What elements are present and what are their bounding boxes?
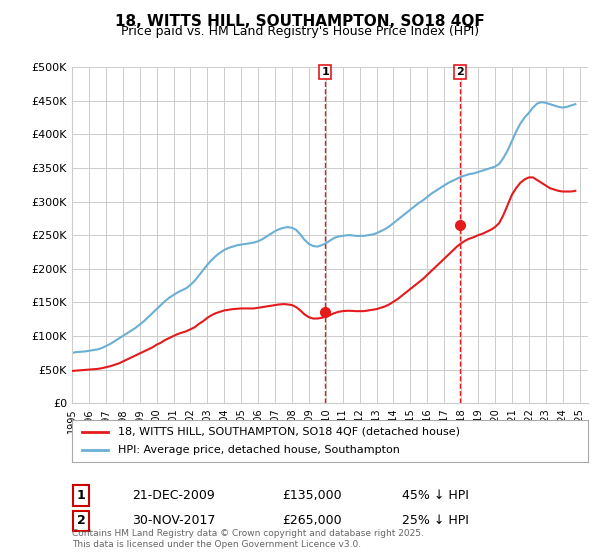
Text: 1: 1 bbox=[77, 489, 85, 502]
Text: 45% ↓ HPI: 45% ↓ HPI bbox=[402, 489, 469, 502]
Text: 18, WITTS HILL, SOUTHAMPTON, SO18 4QF: 18, WITTS HILL, SOUTHAMPTON, SO18 4QF bbox=[115, 14, 485, 29]
Text: £135,000: £135,000 bbox=[282, 489, 341, 502]
Text: 18, WITTS HILL, SOUTHAMPTON, SO18 4QF (detached house): 18, WITTS HILL, SOUTHAMPTON, SO18 4QF (d… bbox=[118, 427, 460, 437]
Text: 21-DEC-2009: 21-DEC-2009 bbox=[132, 489, 215, 502]
Text: 2: 2 bbox=[456, 67, 464, 77]
Text: 25% ↓ HPI: 25% ↓ HPI bbox=[402, 514, 469, 528]
Text: £265,000: £265,000 bbox=[282, 514, 341, 528]
Text: 1: 1 bbox=[322, 67, 329, 77]
Text: 2: 2 bbox=[77, 514, 85, 528]
Text: 30-NOV-2017: 30-NOV-2017 bbox=[132, 514, 215, 528]
Text: HPI: Average price, detached house, Southampton: HPI: Average price, detached house, Sout… bbox=[118, 445, 400, 455]
Text: Price paid vs. HM Land Registry's House Price Index (HPI): Price paid vs. HM Land Registry's House … bbox=[121, 25, 479, 38]
Text: Contains HM Land Registry data © Crown copyright and database right 2025.
This d: Contains HM Land Registry data © Crown c… bbox=[72, 529, 424, 549]
